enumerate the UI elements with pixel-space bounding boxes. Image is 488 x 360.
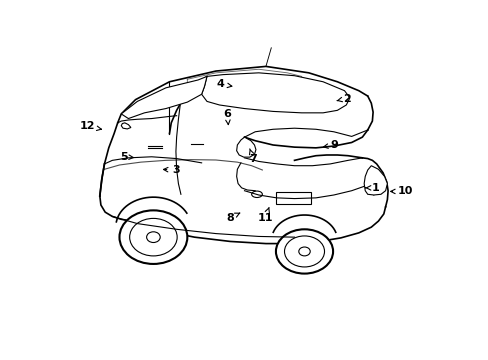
- Text: 8: 8: [226, 212, 240, 222]
- Polygon shape: [121, 76, 206, 118]
- FancyBboxPatch shape: [275, 192, 311, 204]
- Ellipse shape: [298, 247, 309, 256]
- Text: 1: 1: [365, 183, 378, 193]
- Text: 10: 10: [390, 186, 413, 197]
- Text: 12: 12: [80, 121, 101, 131]
- Text: 3: 3: [163, 165, 180, 175]
- Polygon shape: [364, 166, 386, 195]
- Text: 6: 6: [223, 109, 231, 125]
- Text: 5: 5: [120, 152, 133, 162]
- Polygon shape: [121, 123, 131, 129]
- Ellipse shape: [251, 191, 262, 198]
- Polygon shape: [201, 73, 349, 113]
- Ellipse shape: [146, 232, 160, 243]
- Text: 7: 7: [249, 149, 257, 164]
- Text: 4: 4: [217, 79, 231, 89]
- Polygon shape: [236, 137, 255, 157]
- Ellipse shape: [275, 229, 332, 274]
- Text: 2: 2: [336, 94, 350, 104]
- Text: 11: 11: [257, 207, 272, 223]
- Text: 9: 9: [323, 140, 337, 150]
- Ellipse shape: [119, 210, 187, 264]
